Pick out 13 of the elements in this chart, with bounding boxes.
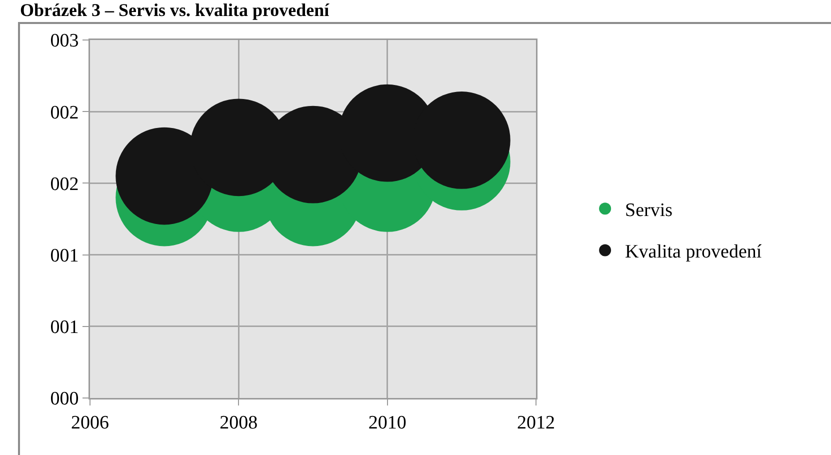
chart-title: Obrázek 3 – Servis vs. kvalita provedení — [20, 0, 330, 21]
legend-label: Servis — [625, 200, 673, 221]
y-tick-label: 002 — [50, 102, 79, 124]
y-tick-label: 001 — [50, 317, 79, 338]
y-tick-label: 002 — [50, 174, 79, 195]
y-tick-label: 001 — [50, 245, 79, 266]
x-tick-label: 2008 — [220, 412, 258, 434]
x-tick-label: 2012 — [517, 412, 555, 434]
y-tick-label: 003 — [50, 30, 79, 52]
legend-label: Kvalita provedení — [625, 242, 762, 263]
y-tick-label: 000 — [50, 388, 79, 410]
x-tick-label: 2006 — [71, 412, 109, 434]
x-tick-label: 2010 — [368, 412, 406, 434]
